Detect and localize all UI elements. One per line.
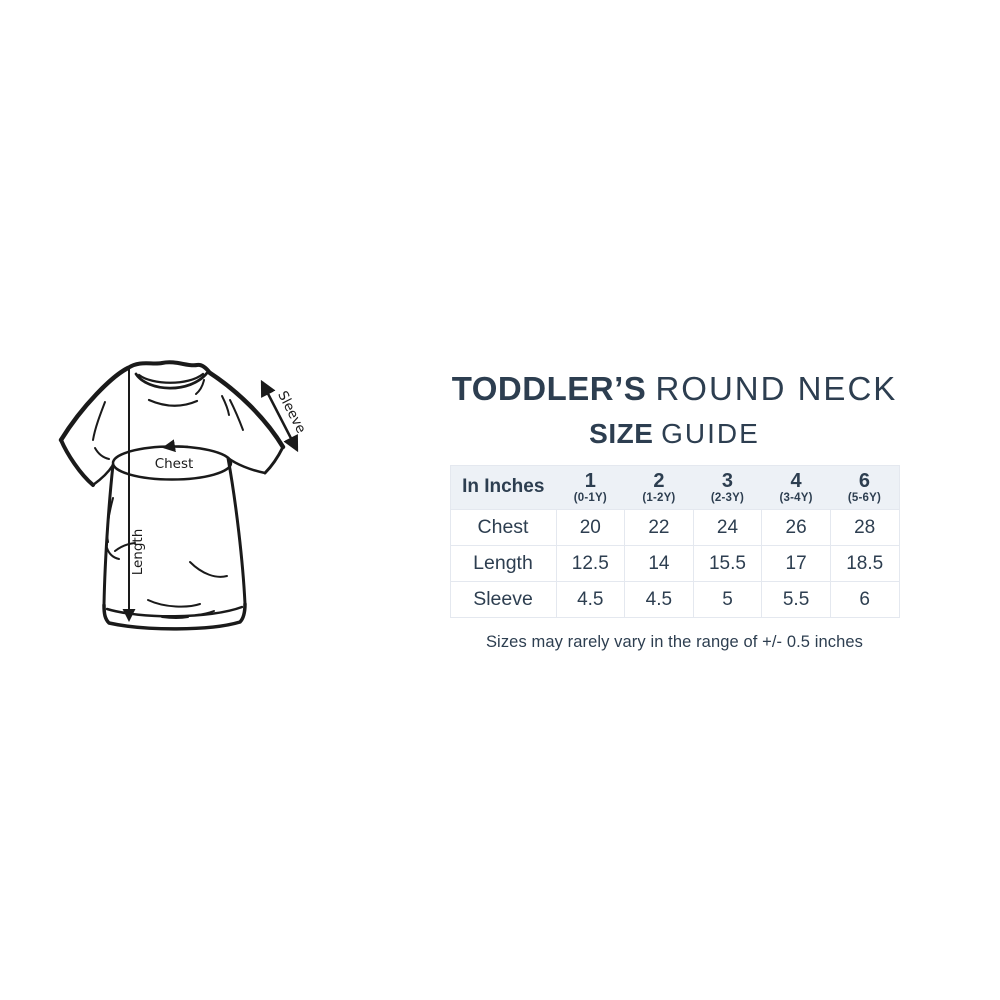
size-age-range: (1-2Y) [642, 491, 676, 504]
table-row-sleeve: Sleeve 4.5 4.5 5 5.5 6 [449, 581, 900, 618]
measurement-cell: 24 [692, 509, 763, 546]
measurement-cell: 22 [624, 509, 694, 546]
measurement-cell: 12.5 [555, 545, 626, 582]
subtitle-space [653, 418, 661, 449]
chest-label: Chest [155, 456, 194, 472]
title-light-part: ROUND NECK [655, 370, 898, 407]
header-row: In Inches 1 (0-1Y) 2 (1-2Y) 3 (2-3Y) 4 [450, 465, 899, 510]
size-col-header-2: 2 (1-2Y) [624, 465, 694, 510]
subtitle-bold-part: SIZE [589, 418, 654, 449]
size-age-range: (0-1Y) [573, 491, 607, 504]
units-header-cell: In Inches [450, 465, 556, 510]
measurement-cell: 17 [761, 545, 831, 582]
row-label: Length [449, 545, 557, 582]
size-col-header-3: 3 (2-3Y) [693, 465, 762, 510]
size-table-header: In Inches 1 (0-1Y) 2 (1-2Y) 3 (2-3Y) 4 [450, 465, 899, 510]
measurement-cell: 15.5 [692, 545, 763, 582]
page-title: TODDLER’S ROUND NECK [442, 372, 907, 405]
measurement-cell: 5 [692, 581, 763, 618]
tshirt-outline [58, 360, 286, 631]
size-table: In Inches 1 (0-1Y) 2 (1-2Y) 3 (2-3Y) 4 [449, 465, 900, 618]
size-number: 4 [790, 469, 802, 492]
measurement-cell: 18.5 [829, 545, 900, 582]
size-age-range: (2-3Y) [710, 491, 745, 504]
size-guide-panel: TODDLER’S ROUND NECK SIZE GUIDE In Inche… [442, 372, 907, 652]
table-row-length: Length 12.5 14 15.5 17 18.5 [449, 545, 900, 582]
row-label: Sleeve [449, 581, 557, 618]
table-row-chest: Chest 20 22 24 26 28 [449, 509, 900, 546]
subtitle-light-part: GUIDE [661, 418, 760, 449]
measurement-cell: 4.5 [555, 581, 626, 618]
size-number: 1 [584, 469, 596, 492]
measurement-cell: 14 [624, 545, 694, 582]
size-col-header-4: 4 (3-4Y) [761, 465, 831, 510]
measurement-cell: 4.5 [624, 581, 694, 618]
tshirt-sketch-svg: Chest Length Sleeve [58, 360, 309, 631]
page-subtitle: SIZE GUIDE [442, 420, 907, 448]
measurement-cell: 6 [829, 581, 900, 618]
size-col-header-1: 1 (0-1Y) [556, 465, 625, 510]
measurement-annotations [111, 369, 299, 622]
size-number: 2 [653, 469, 665, 492]
row-label: Chest [449, 509, 557, 546]
units-label: In Inches [462, 476, 545, 497]
measurement-cell: 5.5 [761, 581, 831, 618]
tshirt-wrinkles [92, 395, 244, 608]
measurement-cell: 28 [829, 509, 900, 546]
sleeve-label: Sleeve [274, 388, 309, 436]
measurement-cell: 20 [555, 509, 626, 546]
title-bold-part: TODDLER’S [451, 370, 647, 407]
measurement-cell: 26 [761, 509, 831, 546]
length-label: Length [130, 529, 146, 576]
size-number: 6 [858, 469, 870, 492]
size-age-range: (5-6Y) [847, 491, 882, 504]
size-age-range: (3-4Y) [779, 491, 813, 504]
size-table-body: Chest 20 22 24 26 28 Length 12.5 14 15.5… [449, 509, 900, 618]
size-col-header-5: 6 (5-6Y) [830, 465, 899, 510]
sleeve-arrow [260, 379, 299, 453]
size-number: 3 [721, 469, 734, 492]
size-variance-note: Sizes may rarely vary in the range of +/… [485, 633, 864, 651]
tshirt-diagram: Chest Length Sleeve [50, 352, 310, 637]
chest-arrow [162, 439, 189, 453]
